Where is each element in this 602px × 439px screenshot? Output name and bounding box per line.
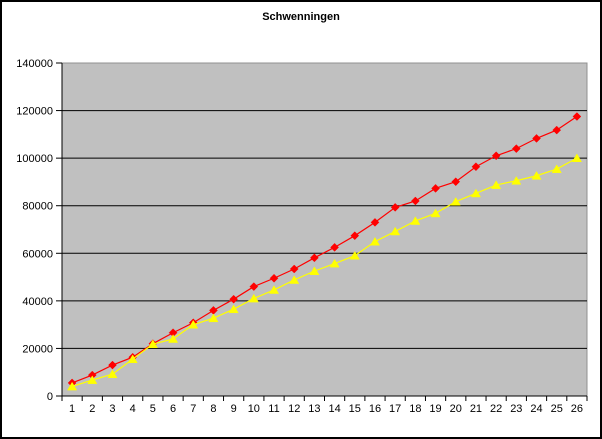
series-yellow-triangle-point: [531, 171, 542, 180]
series-yellow-triangle-point: [268, 285, 280, 294]
series-red-diamond-line: [71, 116, 578, 384]
series-yellow-triangle-point: [188, 319, 199, 329]
series-red-diamond-point: [451, 177, 461, 187]
x-axis-label: 10: [248, 403, 260, 415]
series-yellow-triangle-point: [349, 250, 360, 260]
x-axis-label: 5: [150, 403, 156, 415]
x-axis-label: 1: [69, 403, 75, 415]
series-yellow-triangle-point: [208, 313, 219, 323]
series-yellow-triangle-point: [147, 339, 158, 348]
x-axis-label: 23: [510, 403, 522, 415]
y-axis-label: 0: [47, 391, 53, 403]
y-axis-label: 80000: [22, 201, 53, 213]
series-yellow-triangle-point: [450, 196, 461, 206]
x-axis-label: 7: [190, 403, 196, 415]
x-axis-label: 9: [231, 403, 237, 415]
x-axis-label: 4: [130, 403, 136, 415]
series-yellow-triangle-point: [67, 381, 78, 391]
series-red-diamond-point: [370, 218, 380, 227]
series-red-diamond-point: [552, 125, 562, 135]
series-yellow-triangle-point: [228, 304, 239, 314]
series-red-diamond-point: [471, 162, 481, 172]
x-axis-label: 6: [170, 403, 176, 415]
series-red-diamond-point: [310, 253, 319, 263]
series-yellow-triangle-point: [87, 375, 98, 384]
series-yellow-triangle-point: [571, 153, 582, 162]
x-axis-label: 2: [89, 403, 95, 415]
series-yellow-triangle-point: [511, 176, 522, 185]
y-axis-label: 40000: [22, 296, 53, 308]
x-axis-label: 25: [551, 403, 563, 415]
series-red-diamond-point: [269, 273, 279, 283]
series-yellow-triangle-point: [369, 236, 381, 246]
series-red-diamond-point: [572, 112, 582, 121]
x-axis-label: 11: [268, 403, 279, 415]
series-yellow-triangle-point: [329, 258, 340, 268]
x-axis-label: 22: [490, 403, 502, 415]
series-red-diamond-point: [511, 144, 521, 153]
y-axis-label: 60000: [22, 248, 53, 260]
series-red-diamond-point: [330, 242, 339, 252]
chart-title: Schwenningen: [262, 11, 340, 23]
series-yellow-triangle-point: [390, 226, 401, 236]
series-yellow-triangle-point: [168, 334, 179, 343]
series-red-diamond-point: [411, 196, 420, 206]
series-yellow-triangle-point: [410, 216, 421, 225]
series-red-diamond-point: [532, 134, 541, 143]
series-yellow-triangle-point: [491, 180, 502, 189]
y-axis-label: 100000: [16, 153, 53, 165]
x-axis-label: 24: [530, 403, 542, 415]
series-yellow-triangle-point: [430, 208, 441, 218]
y-axis-label: 140000: [16, 58, 53, 70]
x-axis-label: 13: [308, 403, 320, 415]
series-yellow-triangle-point: [470, 188, 481, 198]
series-red-diamond-point: [289, 264, 299, 274]
x-axis-label: 21: [470, 403, 482, 415]
x-axis-label: 3: [109, 403, 115, 415]
y-axis-label: 120000: [16, 106, 53, 118]
x-axis-label: 14: [328, 403, 340, 415]
x-axis-label: 17: [389, 403, 401, 415]
series-red-diamond-point: [229, 294, 238, 304]
x-axis-label: 16: [369, 403, 381, 415]
series-red-diamond-point: [431, 183, 440, 193]
series-red-diamond-point: [390, 203, 400, 212]
plot-area: [61, 62, 588, 397]
series-yellow-triangle-point: [309, 266, 320, 275]
x-axis-label: 18: [409, 403, 421, 415]
series-red-diamond-point: [491, 151, 501, 161]
x-axis-label: 19: [429, 403, 441, 415]
series-yellow-triangle-point: [248, 293, 259, 303]
y-axis-label: 20000: [22, 343, 53, 355]
series-yellow-triangle-point: [107, 369, 118, 378]
x-axis-label: 8: [210, 403, 216, 415]
series-red-diamond-point: [350, 231, 360, 241]
series-yellow-triangle-point: [127, 354, 138, 363]
series-red-diamond-point: [108, 360, 117, 370]
series-yellow-triangle-point: [289, 275, 300, 284]
x-axis-label: 12: [288, 403, 300, 415]
x-axis-label: 26: [571, 403, 583, 415]
x-axis-label: 20: [450, 403, 462, 415]
x-axis-label: 15: [349, 403, 361, 415]
series-yellow-triangle-point: [551, 164, 562, 173]
series-red-diamond-point: [249, 282, 259, 291]
